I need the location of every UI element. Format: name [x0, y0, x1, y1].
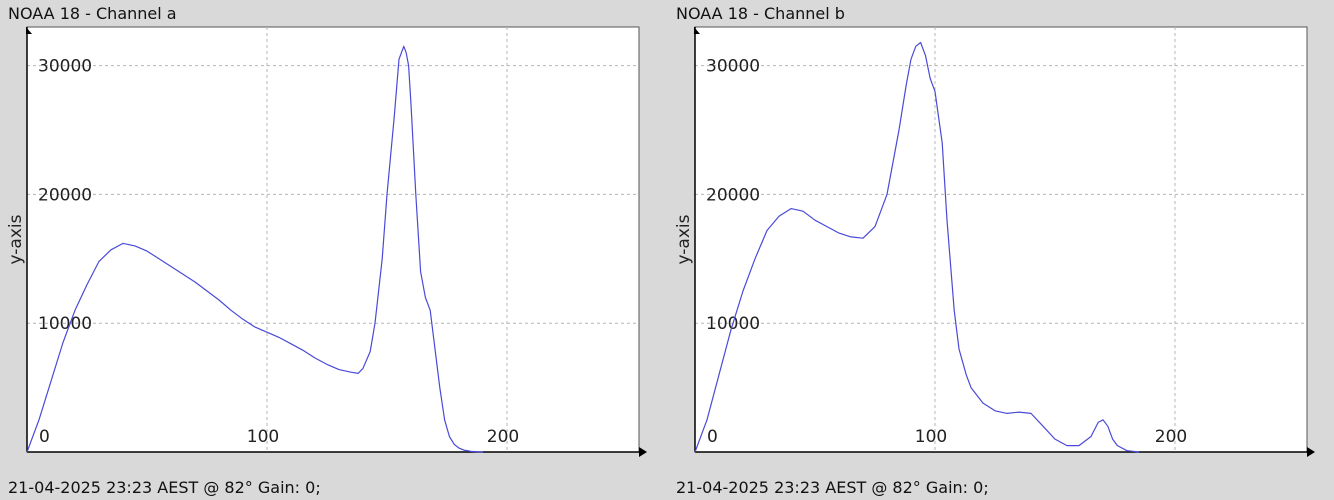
y-tick-label: 20000: [706, 185, 760, 205]
x-tick-label: 200: [487, 427, 519, 447]
x-axis-arrow-icon: [639, 447, 647, 457]
chart-footer-status: 21-04-2025 23:23 AEST @ 82° Gain: 0;: [8, 478, 321, 497]
plot-area: [26, 26, 640, 453]
y-axis-arrow-icon: [26, 27, 32, 34]
line-chart-channel-a: 0 100 200 10000 20000 30000 y-axis: [6, 26, 647, 457]
x-tick-label: 0: [39, 427, 50, 447]
series-line: [26, 45, 484, 453]
chart-panel-channel-b: NOAA 18 - Channel b 0 100 200 10000 20000 300…: [668, 0, 1328, 500]
y-tick-label: 10000: [38, 314, 92, 334]
chart-footer-status: 21-04-2025 23:23 AEST @ 82° Gain: 0;: [676, 478, 989, 497]
y-axis-label: y-axis: [6, 214, 26, 264]
chart-title: NOAA 18 - Channel b: [676, 4, 845, 23]
chart-panel-channel-a: NOAA 18 - Channel a 0 100 200 10000 20000 300…: [0, 0, 660, 500]
x-tick-label: 200: [1155, 427, 1187, 447]
y-axis-label: y-axis: [674, 214, 694, 264]
y-tick-label: 30000: [38, 57, 92, 77]
y-axis-arrow-icon: [694, 27, 700, 34]
x-axis-arrow-icon: [1307, 447, 1315, 457]
chart-title: NOAA 18 - Channel a: [8, 4, 177, 23]
y-tick-label: 20000: [38, 185, 92, 205]
x-tick-label: 100: [247, 427, 279, 447]
x-tick-label: 0: [707, 427, 718, 447]
plot-area: [694, 26, 1308, 453]
y-tick-label: 30000: [706, 57, 760, 77]
series-line: [694, 41, 1140, 453]
x-tick-label: 100: [915, 427, 947, 447]
